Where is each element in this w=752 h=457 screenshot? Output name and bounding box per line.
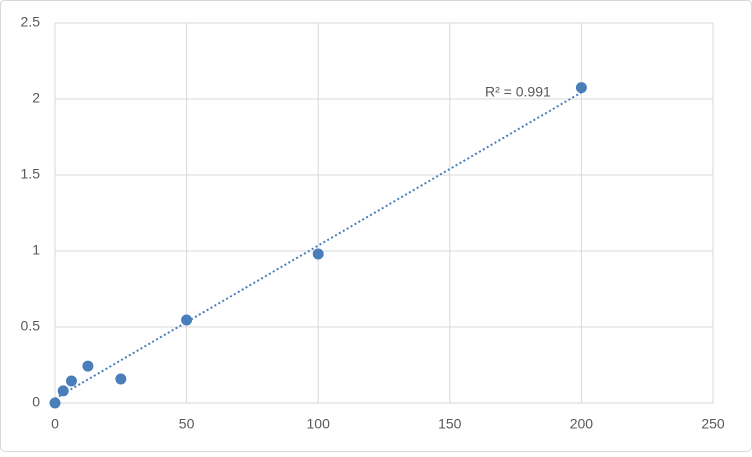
- point: [65, 375, 77, 387]
- x-tick-label: 200: [570, 416, 594, 432]
- point: [57, 385, 69, 397]
- y-tick-label: 0: [32, 394, 40, 410]
- point: [82, 360, 94, 372]
- y-tick-label: 2: [32, 90, 40, 106]
- y-tick-label: 0.5: [21, 318, 41, 334]
- x-tick-label: 100: [307, 416, 331, 432]
- y-tick-label: 1: [32, 242, 40, 258]
- x-tick-label: 250: [701, 416, 725, 432]
- point: [115, 373, 127, 385]
- x-tick-label: 50: [179, 416, 195, 432]
- y-tick-label: 1.5: [21, 166, 41, 182]
- point: [575, 82, 587, 94]
- point: [181, 314, 193, 326]
- point: [49, 397, 61, 409]
- x-tick-label: 150: [438, 416, 462, 432]
- y-tick-label: 2.5: [21, 14, 41, 30]
- x-tick-label: 0: [51, 416, 59, 432]
- point: [312, 248, 324, 260]
- annotation: R² = 0.991: [485, 84, 551, 100]
